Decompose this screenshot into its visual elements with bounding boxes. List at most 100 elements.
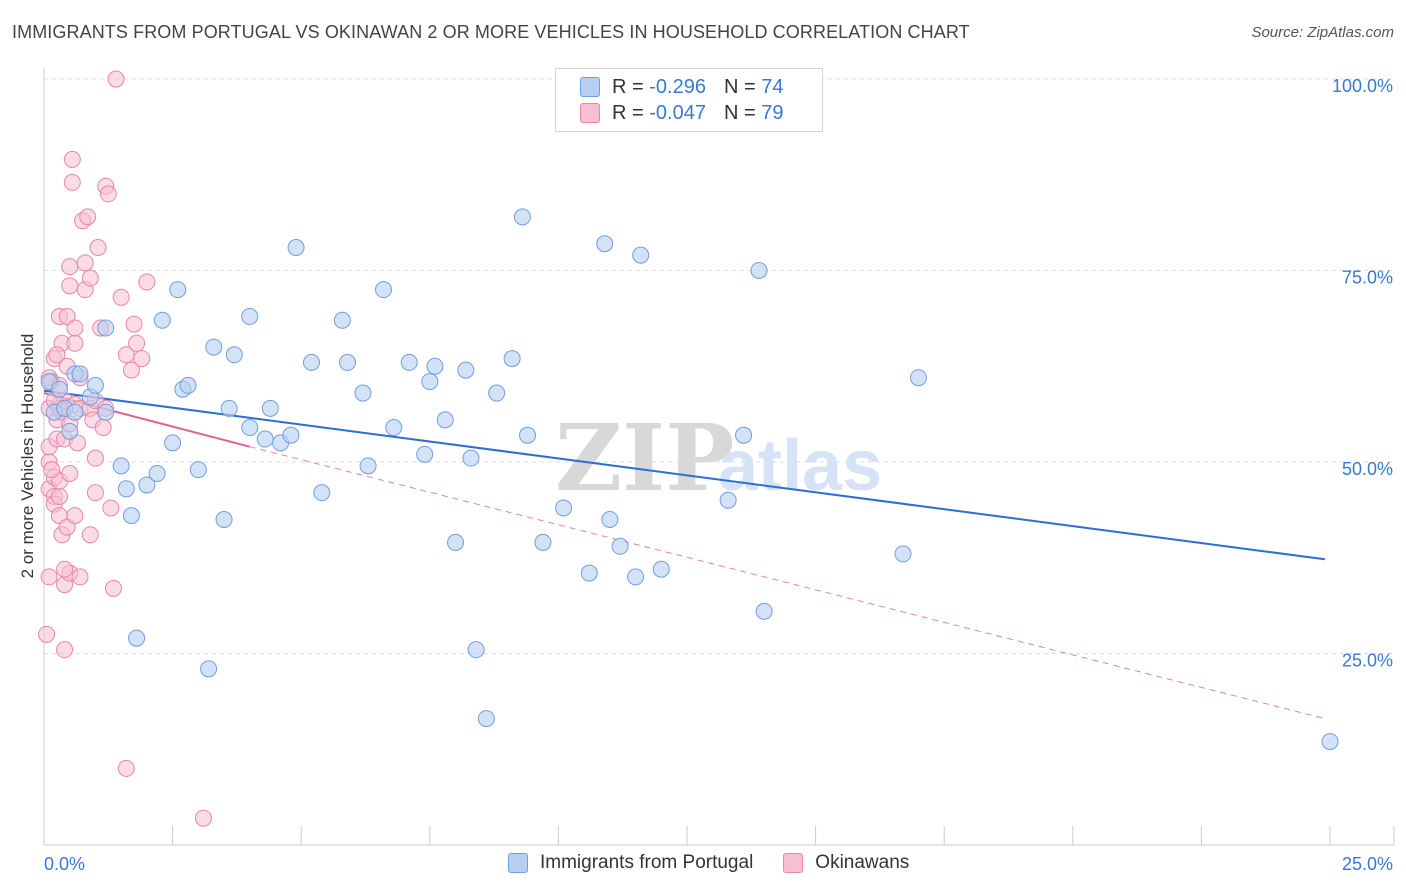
- y-axis-label: 2 or more Vehicles in Household: [18, 334, 37, 579]
- y-tick-label: 25.0%: [1342, 651, 1393, 671]
- portugal-point: [580, 564, 598, 582]
- portugal-point: [97, 403, 115, 421]
- okinawans-trend-dashed: [249, 446, 1325, 720]
- portugal-point: [200, 660, 218, 678]
- r-label: R =: [612, 101, 644, 124]
- portugal-point: [416, 445, 434, 463]
- okinawans-point: [112, 288, 130, 306]
- okinawans-point: [76, 254, 94, 272]
- okinawans-point: [38, 625, 56, 643]
- n-value: 74: [761, 75, 784, 98]
- okinawans-point: [61, 277, 79, 295]
- okinawans-point: [133, 350, 151, 368]
- portugal-point: [477, 710, 495, 728]
- okinawans-point: [86, 449, 104, 467]
- portugal-point: [436, 411, 454, 429]
- portugal-point: [719, 491, 737, 509]
- tick-labels: 25.0% 50.0% 75.0% 100.0% 0.0% 25.0%: [44, 76, 1393, 874]
- series-legend: Immigrants from Portugal Okinawans: [508, 852, 939, 874]
- okinawans-point: [138, 273, 156, 291]
- portugal-point: [179, 376, 197, 394]
- portugal-point: [215, 510, 233, 528]
- okinawans-point: [86, 484, 104, 502]
- legend-label: Okinawans: [815, 852, 910, 873]
- okinawans-point: [43, 461, 61, 479]
- okinawans-point: [66, 507, 84, 525]
- portugal-point: [426, 357, 444, 375]
- portugal-point: [503, 350, 521, 368]
- portugal-point: [555, 499, 573, 517]
- portugal-point: [148, 464, 166, 482]
- portugal-point: [735, 426, 753, 444]
- portugal-point: [287, 239, 305, 257]
- portugal-point: [153, 311, 171, 329]
- okinawans-point: [122, 361, 140, 379]
- portugal-point: [652, 560, 670, 578]
- okinawans-point: [40, 568, 58, 586]
- portugal-point: [627, 568, 645, 586]
- okinawans-point: [104, 579, 122, 597]
- portugal-point: [241, 419, 259, 437]
- portugal-point: [611, 537, 629, 555]
- portugal-point: [488, 384, 506, 402]
- portugal-point: [86, 376, 104, 394]
- r-value: -0.296: [649, 75, 706, 98]
- portugal-point: [220, 399, 238, 417]
- portugal-point: [112, 457, 130, 475]
- portugal-point: [225, 346, 243, 364]
- portugal-point: [513, 208, 531, 226]
- portugal-point: [632, 246, 650, 264]
- source-label: Source: ZipAtlas.com: [1251, 24, 1394, 41]
- portugal-point: [462, 449, 480, 467]
- portugal-point: [50, 380, 68, 398]
- y-tick-label: 50.0%: [1342, 459, 1393, 479]
- okinawans-point: [107, 70, 125, 88]
- okinawans-points: [38, 70, 212, 827]
- portugal-point: [256, 430, 274, 448]
- portugal-point: [241, 307, 259, 325]
- okinawans-point: [61, 258, 79, 276]
- portugal-point: [66, 403, 84, 421]
- portugal-points: [40, 208, 1339, 751]
- portugal-point: [359, 457, 377, 475]
- portugal-point: [519, 426, 537, 444]
- portugal-point: [189, 461, 207, 479]
- x-tick-label: 0.0%: [44, 854, 85, 874]
- okinawans-point: [63, 173, 81, 191]
- okinawans-point: [48, 346, 66, 364]
- portugal-trend-line: [43, 389, 1325, 561]
- okinawans-point: [71, 568, 89, 586]
- portugal-point: [261, 399, 279, 417]
- okinawans-swatch: [580, 103, 600, 123]
- stats-legend: R = -0.296 N = 74 R = -0.047 N = 79: [555, 68, 823, 132]
- legend-item-portugal[interactable]: Immigrants from Portugal: [508, 852, 753, 874]
- portugal-point: [354, 384, 372, 402]
- okinawans-point: [50, 487, 68, 505]
- okinawans-point: [56, 641, 74, 659]
- okinawans-point: [56, 560, 74, 578]
- portugal-point: [117, 480, 135, 498]
- r-label: R =: [612, 75, 644, 98]
- portugal-point: [596, 235, 614, 253]
- okinawans-point: [99, 185, 117, 203]
- n-value: 79: [761, 101, 784, 124]
- watermark-zip: ZIP: [555, 404, 734, 512]
- portugal-point: [1321, 733, 1339, 751]
- portugal-point: [71, 365, 89, 383]
- portugal-point: [333, 311, 351, 329]
- portugal-point: [467, 641, 485, 659]
- y-tick-label: 75.0%: [1342, 268, 1393, 288]
- portugal-point: [282, 426, 300, 444]
- gridlines: [44, 78, 1394, 654]
- okinawans-point: [125, 315, 143, 333]
- okinawans-point: [94, 419, 112, 437]
- portugal-point: [138, 476, 156, 494]
- portugal-point: [755, 602, 773, 620]
- portugal-point: [375, 281, 393, 299]
- okinawans-point: [79, 208, 97, 226]
- portugal-point: [169, 281, 187, 299]
- legend-item-okinawans[interactable]: Okinawans: [783, 852, 909, 874]
- okinawans-point: [61, 464, 79, 482]
- portugal-point: [385, 419, 403, 437]
